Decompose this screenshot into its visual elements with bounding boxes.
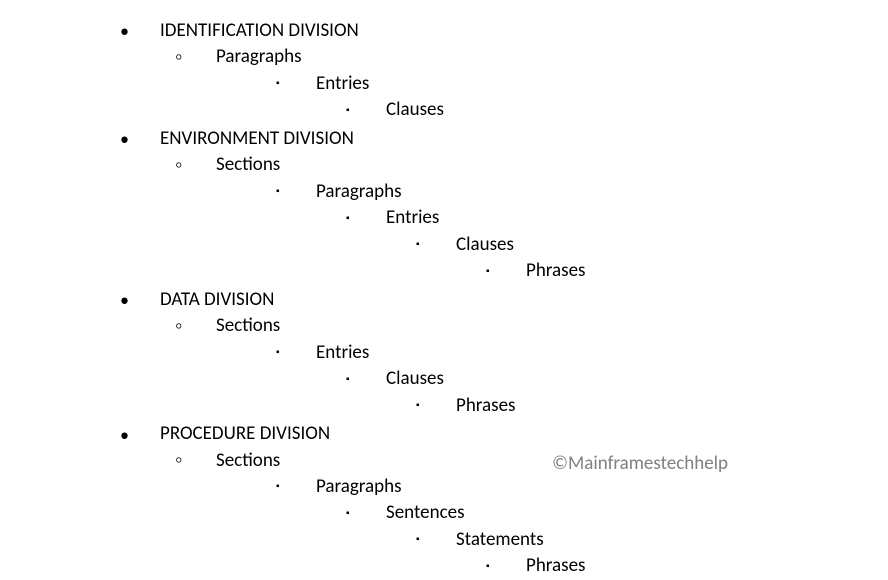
outline-item: DATA DIVISION Sections Entries Clauses P… [120,287,888,419]
outline-row: Paragraphs [176,44,888,70]
outline-children: Entries Clauses [176,71,888,124]
outline-row: PROCEDURE DIVISION [120,421,888,447]
outline-label: Clauses [386,367,444,390]
outline-item: Entries Clauses Phrases [276,340,888,419]
outline-children: Phrases [416,258,888,284]
outline-row: Phrases [486,553,888,579]
outline-item: Sentences Statements Phrases [346,500,888,579]
outline-row: Statements [416,527,888,553]
outline-children: Phrases [346,393,888,419]
outline-label: Sentences [386,501,465,524]
outline-item: IDENTIFICATION DIVISION Paragraphs Entri… [120,18,888,124]
outline-label: Entries [386,206,439,229]
outline-row: Clauses [346,366,888,392]
outline-children: Entries Clauses Phrases [276,205,888,284]
outline-children: Paragraphs Entries Clauses Phras [176,179,888,285]
outline-item: Clauses Phrases [416,232,888,285]
outline-root: IDENTIFICATION DIVISION Paragraphs Entri… [120,18,888,580]
outline-row: DATA DIVISION [120,287,888,313]
outline-children: Paragraphs Entries Clauses [120,44,888,123]
watermark-text: ©Mainframestechhelp [552,452,728,475]
outline-label: Entries [316,341,369,364]
outline-item: Entries Clauses [276,71,888,124]
outline-row: Paragraphs [276,474,888,500]
outline-row: Paragraphs [276,179,888,205]
outline-item: Clauses [346,97,888,123]
outline-row: IDENTIFICATION DIVISION [120,18,888,44]
outline-children: Sections Paragraphs Entries Clauses [120,152,888,284]
outline-item: Statements Phrases [416,527,888,580]
outline-label: Entries [316,72,369,95]
outline-row: ENVIRONMENT DIVISION [120,126,888,152]
outline-children: Entries Clauses Phrases [176,340,888,419]
outline-item: Paragraphs Entries Clauses [176,44,888,123]
outline-row: Entries [276,71,888,97]
outline-row: Phrases [486,258,888,284]
outline-row: Clauses [416,232,888,258]
outline-label: PROCEDURE DIVISION [160,422,330,445]
outline-children: Sections Paragraphs Sentences Statements [120,448,888,580]
outline-item: Sections Paragraphs Sentences Statements [176,448,888,580]
outline-children: Statements Phrases [346,527,888,580]
outline-item: ENVIRONMENT DIVISION Sections Paragraphs… [120,126,888,285]
outline-label: Paragraphs [316,475,402,498]
outline-label: DATA DIVISION [160,288,274,311]
outline-item: Clauses Phrases [346,366,888,419]
outline-children: Paragraphs Sentences Statements [176,474,888,580]
outline-label: Phrases [526,259,585,282]
outline-label: Paragraphs [316,180,402,203]
outline-label: Sections [216,153,280,176]
outline-children: Clauses [276,97,888,123]
outline-row: Sections [176,448,888,474]
outline-children: Sentences Statements Phrases [276,500,888,579]
outline-row: Entries [346,205,888,231]
outline-label: IDENTIFICATION DIVISION [160,19,359,42]
outline-children: Phrases [416,553,888,579]
outline-label: Sections [216,314,280,337]
outline-children: Clauses Phrases [346,232,888,285]
outline-item: Paragraphs Sentences Statements [276,474,888,580]
outline-item: Phrases [486,258,888,284]
outline-label: Paragraphs [216,45,302,68]
outline-row: Sections [176,152,888,178]
outline-label: Clauses [386,98,444,121]
outline-label: Statements [456,528,544,551]
outline-item: Sections Entries Clauses Phrases [176,313,888,419]
outline-label: Sections [216,449,280,472]
outline-row: Clauses [346,97,888,123]
outline-label: Phrases [456,394,515,417]
outline-item: Sections Paragraphs Entries Clauses [176,152,888,284]
outline-row: Entries [276,340,888,366]
outline-item: Entries Clauses Phrases [346,205,888,284]
outline-label: Clauses [456,233,514,256]
outline-item: Paragraphs Entries Clauses Phras [276,179,888,285]
outline-item: Phrases [416,393,888,419]
outline-row: Sentences [346,500,888,526]
outline-row: Phrases [416,393,888,419]
outline-children: Sections Entries Clauses Phrases [120,313,888,419]
outline-label: ENVIRONMENT DIVISION [160,127,354,150]
outline-children: Clauses Phrases [276,366,888,419]
outline-row: Sections [176,313,888,339]
outline-item: Phrases [486,553,888,579]
outline-label: Phrases [526,554,585,577]
outline-item: PROCEDURE DIVISION Sections Paragraphs S… [120,421,888,580]
